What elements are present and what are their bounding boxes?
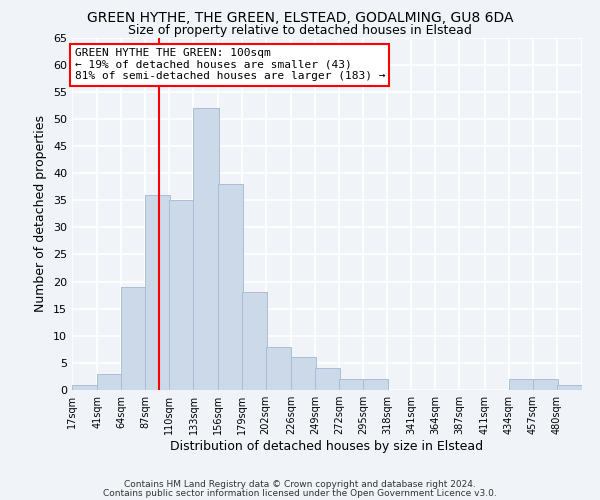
Bar [533,379,558,390]
Bar [72,384,97,390]
Bar [557,384,582,390]
Bar [291,358,316,390]
Bar [242,292,267,390]
Bar [218,184,242,390]
Bar [169,200,194,390]
Text: Size of property relative to detached houses in Elstead: Size of property relative to detached ho… [128,24,472,37]
Bar [145,195,170,390]
Bar [97,374,122,390]
X-axis label: Distribution of detached houses by size in Elstead: Distribution of detached houses by size … [170,440,484,453]
Bar [121,287,146,390]
Bar [363,379,388,390]
Bar [339,379,364,390]
Bar [509,379,534,390]
Text: Contains public sector information licensed under the Open Government Licence v3: Contains public sector information licen… [103,490,497,498]
Text: GREEN HYTHE THE GREEN: 100sqm
← 19% of detached houses are smaller (43)
81% of s: GREEN HYTHE THE GREEN: 100sqm ← 19% of d… [74,48,385,82]
Bar [193,108,218,390]
Bar [315,368,340,390]
Text: GREEN HYTHE, THE GREEN, ELSTEAD, GODALMING, GU8 6DA: GREEN HYTHE, THE GREEN, ELSTEAD, GODALMI… [87,11,513,25]
Text: Contains HM Land Registry data © Crown copyright and database right 2024.: Contains HM Land Registry data © Crown c… [124,480,476,489]
Y-axis label: Number of detached properties: Number of detached properties [34,116,47,312]
Bar [266,346,291,390]
